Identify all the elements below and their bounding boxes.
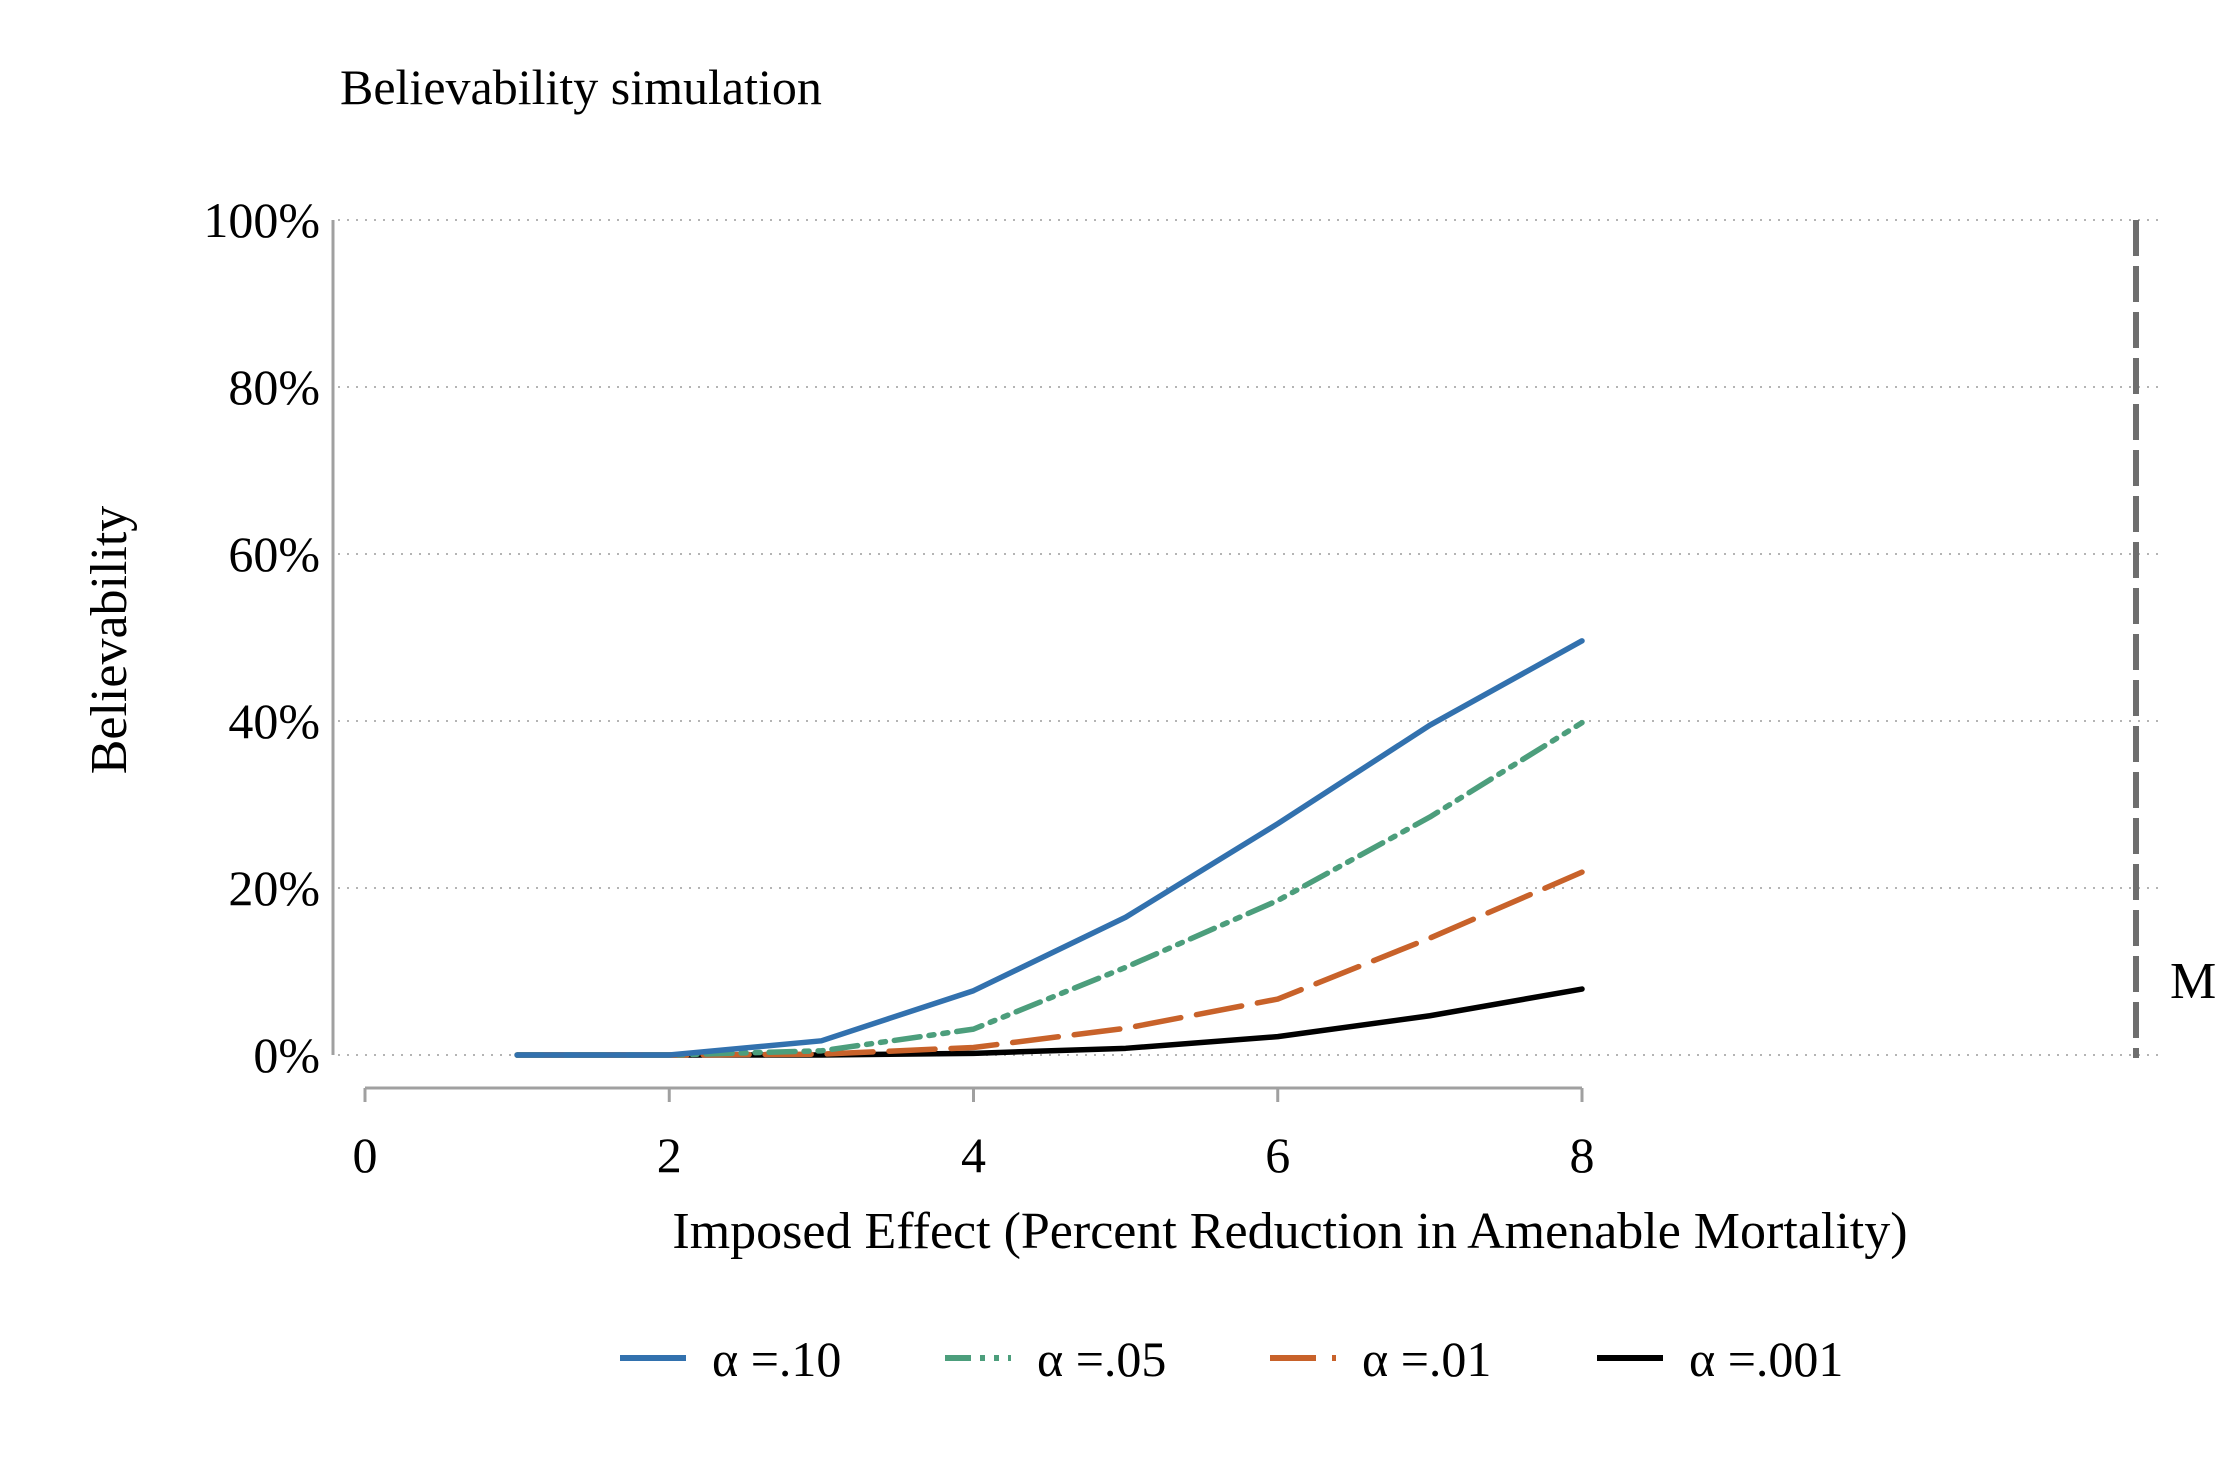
y-tick-label: 100% — [203, 192, 320, 248]
x-tick-label: 6 — [1265, 1127, 1290, 1183]
x-tick-label: 0 — [353, 1127, 378, 1183]
legend-label: α =.01 — [1362, 1331, 1491, 1387]
legend: α =.10 α =.05 α =.01 α =.001 — [620, 1331, 1843, 1387]
y-tick-label: 60% — [228, 526, 320, 582]
y-tick-label: 0% — [253, 1027, 320, 1083]
x-axis-label: Imposed Effect (Percent Reduction in Ame… — [672, 1203, 1907, 1260]
gridlines — [338, 219, 2160, 1056]
legend-label: α =.05 — [1037, 1331, 1166, 1387]
y-tick-labels: 0% 20% 40% 60% 80% 100% — [203, 192, 320, 1083]
x-tick-label: 8 — [1570, 1127, 1595, 1183]
y-axis-label: Believability — [81, 506, 138, 775]
series-lines — [514, 638, 1585, 1058]
chart-title: Believability simulation — [340, 59, 822, 115]
legend-label: α =.10 — [712, 1331, 841, 1387]
reference-line-label: M — [2170, 953, 2216, 1010]
x-tick-label: 2 — [657, 1127, 682, 1183]
series-line — [514, 869, 1585, 1058]
y-tick-label: 80% — [228, 359, 320, 415]
x-tick-labels: 0 2 4 6 8 — [353, 1088, 1595, 1183]
legend-label: α =.001 — [1689, 1331, 1843, 1387]
x-tick-label: 4 — [961, 1127, 986, 1183]
series-line — [514, 638, 1585, 1058]
y-tick-label: 20% — [228, 860, 320, 916]
y-tick-label: 40% — [228, 693, 320, 749]
